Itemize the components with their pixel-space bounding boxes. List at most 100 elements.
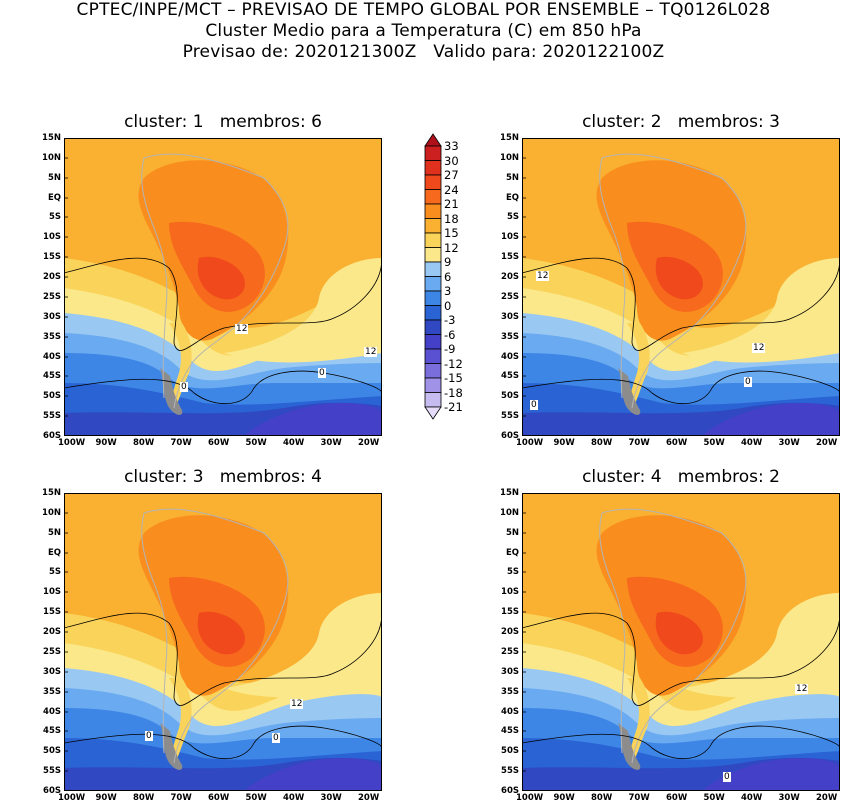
panel-3-lat-label: 5S (48, 567, 61, 578)
panel-2-title: cluster: 2 membros: 3 (582, 112, 780, 132)
panel-2-lon-label: 90W (553, 438, 575, 448)
panel-4-contour-label: 12 (795, 684, 809, 694)
panel-1-lat-label: 45S (43, 371, 61, 382)
colorbar-label: 12 (444, 240, 459, 255)
panel-3-lat-label: 35S (43, 686, 61, 697)
panel-1-lat-label: 25S (43, 291, 61, 302)
panel-2-band-12 (655, 256, 703, 300)
panel-2-lat-label: 5N (505, 172, 519, 183)
colorbar-label: 24 (444, 182, 459, 197)
colorbar-label: -6 (444, 327, 456, 342)
panel-1-lat-label: 15N (42, 133, 61, 143)
chart-title-line-2: Cluster Medio para a Temperatura (C) em … (205, 21, 642, 41)
panel-3-contour-label: 12 (290, 699, 304, 709)
panel-4-contour-label: 0 (723, 772, 731, 782)
panel-3-lat-label: 50S (43, 746, 61, 757)
panel-3-field (64, 493, 382, 791)
panel-2-band-13 (627, 323, 650, 408)
colorbar-label: 27 (444, 168, 459, 182)
colorbar-label: 18 (444, 211, 459, 226)
panel-3-lat-label: 25S (43, 646, 61, 657)
panel-3-lat-label: 15N (42, 488, 61, 498)
panel-4-lat-label: 55S (501, 766, 519, 777)
panel-3-band-14 (160, 723, 183, 770)
panel-1-lat-label: 40S (43, 351, 61, 362)
panel-1-lon-label: 80W (133, 438, 155, 448)
colorbar-top-arrow (424, 133, 442, 147)
panel-1-coastline (141, 153, 289, 409)
panel-2-lon-label: 20W (816, 438, 838, 448)
panel-4-lat-label: 40S (501, 706, 519, 717)
panel-1-contour-label: 12 (235, 324, 249, 334)
panel-2-lat-label: 55S (501, 411, 519, 422)
panel-3-lon-label: 70W (170, 793, 192, 803)
panel-3-lat-label: 10S (43, 587, 61, 598)
panel-2-lon-label: 50W (703, 438, 725, 448)
panel-3-band-9 (224, 593, 382, 698)
panel-4-lon-label: 100W (516, 793, 544, 803)
panel-1-frame (64, 138, 382, 436)
panel-2-map: 12 12 0 0 15N 10N 5N EQ 5S 10S 15S 20S 25S 30S 35S 40S 4… (500, 133, 840, 448)
panel-2-contour-label: 12 (752, 343, 766, 353)
colorbar-bottom-arrow (424, 406, 442, 420)
chart-title-line-1: CPTEC/INPE/MCT – PREVISAO DE TEMPO GLOBA… (76, 0, 771, 20)
panel-1-contour-12 (64, 257, 382, 351)
panel-3-frame (64, 493, 382, 791)
panel-3-lat-label: 5N (47, 527, 61, 538)
panel-4-lon-label: 50W (703, 793, 725, 803)
panel-1-contour-label: 0 (318, 368, 326, 378)
colorbar-swatch (424, 232, 442, 248)
panel-2-lon-label: 30W (778, 438, 800, 448)
colorbar-swatch (424, 218, 442, 234)
panel-1-title: cluster: 1 membros: 6 (124, 112, 322, 132)
panel-3-lat-label: 55S (43, 766, 61, 777)
panel-3-contour-0 (64, 725, 382, 760)
panel-2-lat-label: 40S (501, 351, 519, 362)
panel-1-band-13 (169, 323, 192, 408)
panel-3-band-8 (244, 758, 382, 791)
panel-3-band-12 (197, 611, 245, 655)
colorbar-swatch (424, 276, 442, 292)
panel-4-lon-label: 80W (591, 793, 613, 803)
panel-2-lat-label: 10S (501, 232, 519, 243)
panel-3-lon-label: 20W (358, 793, 380, 803)
colorbar-label: 21 (444, 197, 459, 211)
panel-1-band-8 (244, 403, 382, 436)
panel-1-lon-label: 30W (320, 438, 342, 448)
panel-1-lat-label: 60S (43, 431, 61, 441)
panel-4-lat-label: 10S (501, 587, 519, 598)
panel-2-lon-label: 80W (591, 438, 613, 448)
colorbar-swatch (424, 247, 442, 263)
colorbar-label: 3 (444, 284, 452, 298)
panel-3-lat-label: 10N (42, 507, 61, 518)
panel-3-lon-label: 80W (133, 793, 155, 803)
panel-2-lon-label: 40W (741, 438, 763, 448)
colorbar-swatch (424, 377, 442, 393)
panel-4-lat-label: 25S (501, 646, 519, 657)
panel-3-lat-label: EQ (47, 547, 61, 558)
panel-2-contour-label: 12 (536, 271, 550, 281)
colorbar-label: -3 (444, 313, 456, 327)
panel-4-lon-label: 70W (628, 793, 650, 803)
panel-1-lat-label: 10S (43, 232, 61, 243)
panel-3-lat-label: 45S (43, 726, 61, 737)
colorbar-label: -21 (444, 400, 463, 414)
panel-2-contour-label: 0 (744, 377, 752, 387)
panel-3-lon-label: 60W (208, 793, 230, 803)
panel-1-contour-0 (64, 370, 382, 405)
panel-2-contour-12 (522, 257, 840, 351)
panel-3-contour-label: 0 (145, 731, 153, 741)
panel-4-lat-label: 45S (501, 726, 519, 737)
colorbar-swatches (424, 133, 442, 420)
panel-4-lat-label: 30S (501, 666, 519, 677)
panel-2-lat-label: 45S (501, 371, 519, 382)
panel-4-lat-label: 5S (506, 567, 519, 578)
colorbar-swatch (424, 319, 442, 335)
colorbar-swatch (424, 261, 442, 277)
panel-3-lon-label: 100W (58, 793, 86, 803)
panel-3-title: cluster: 3 membros: 4 (124, 467, 322, 487)
panel-4-lat-label: 15S (501, 607, 519, 618)
panel-3-lon-label: 50W (245, 793, 267, 803)
chart-title-line-3: Previsao de: 2020121300Z Valido para: 20… (182, 42, 665, 62)
colorbar-label: 0 (444, 298, 452, 313)
